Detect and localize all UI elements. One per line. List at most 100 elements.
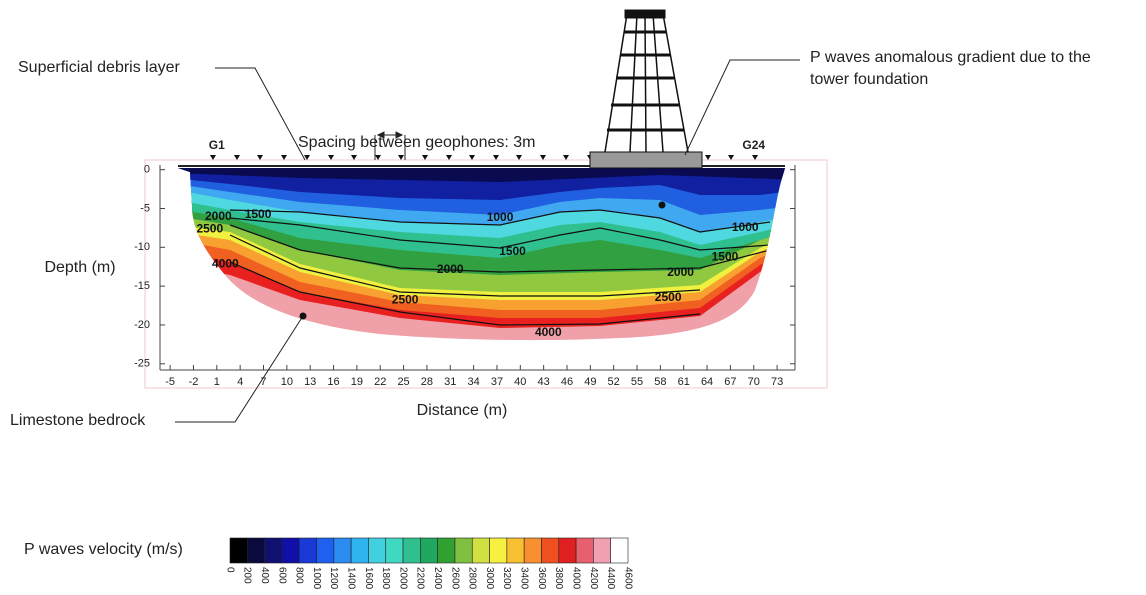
colorbar-cell [385, 537, 404, 564]
colorbar-tick-label: 4400 [605, 567, 616, 590]
contour-label: 1000 [487, 210, 514, 224]
colorbar-label: P waves velocity (m/s) [24, 541, 183, 558]
contour-label: 2500 [392, 292, 419, 306]
colorbar-cell [437, 537, 456, 564]
colorbar-cell [229, 537, 248, 564]
x-tick-label: 7 [260, 376, 266, 388]
tower [589, 9, 703, 169]
y-tick-label: -10 [134, 241, 150, 253]
annotation: Spacing between geophones: 3m [298, 134, 536, 151]
x-tick-label: 22 [374, 376, 386, 388]
x-tick-label: 70 [748, 376, 760, 388]
colorbar-cell [506, 537, 525, 564]
x-tick-label: 61 [678, 376, 690, 388]
colorbar-cell [420, 537, 438, 564]
x-tick-label: -5 [165, 376, 175, 388]
colorbar-tick-label: 2000 [397, 567, 408, 590]
x-tick-label: 13 [304, 376, 316, 388]
contour-label: 1500 [499, 244, 526, 258]
colorbar-tick-label: 3600 [536, 567, 547, 590]
colorbar-cell [368, 537, 387, 564]
colorbar-cell [350, 537, 369, 564]
contour-label: 1500 [712, 250, 739, 264]
x-tick-label: 34 [467, 376, 479, 388]
contour-label: 1500 [245, 207, 272, 221]
x-tick-label: 40 [514, 376, 526, 388]
colorbar-cell [247, 537, 265, 564]
y-tick-label: -15 [134, 280, 150, 292]
leaders [175, 59, 800, 423]
y-tick-label: 0 [144, 164, 150, 176]
colorbar-cell [316, 537, 335, 564]
x-tick-label: 73 [771, 376, 783, 388]
colorbar-tick-label: 2200 [415, 567, 426, 590]
contour-label: 4000 [535, 325, 562, 339]
tomogram [178, 168, 785, 341]
x-tick-label: 64 [701, 376, 713, 388]
colorbar-tick-label: 4000 [570, 567, 581, 590]
x-tick-label: -2 [189, 376, 199, 388]
marker-dot [299, 312, 307, 320]
colorbar-tick-label: 2400 [432, 567, 443, 590]
colorbar-cell [264, 537, 283, 564]
colorbar-cell [558, 537, 577, 564]
x-tick-label: 52 [608, 376, 620, 388]
colorbar-cell [298, 537, 317, 564]
x-tick-label: 4 [237, 376, 243, 388]
colorbar-tick-label: 1000 [311, 567, 322, 590]
x-tick-label: 10 [281, 376, 293, 388]
y-axis-label: Depth (m) [44, 259, 115, 276]
contour-label: 1000 [732, 220, 759, 234]
colorbar-cell [575, 537, 594, 564]
colorbar-cell [454, 537, 473, 564]
x-tick-label: 55 [631, 376, 643, 388]
colorbar-tick-label: 3000 [484, 567, 495, 590]
y-tick-label: -25 [134, 358, 150, 370]
colorbar-tick-label: 0 [224, 567, 235, 573]
colorbar-tick-label: 800 [294, 567, 305, 584]
marker-dot [658, 201, 666, 209]
colorbar-tick-label: 1400 [345, 567, 356, 590]
contour-label: 4000 [212, 257, 239, 271]
x-tick-label: 37 [491, 376, 503, 388]
annotation: tower foundation [810, 71, 928, 88]
colorbar-tick-label: 400 [259, 567, 270, 584]
colorbar-tick-label: 3400 [519, 567, 530, 590]
colorbar-cell [402, 537, 421, 564]
geophone-label: G24 [742, 138, 765, 152]
colorbar-cell [281, 537, 300, 564]
x-tick-label: 1 [214, 376, 220, 388]
x-tick-label: 49 [584, 376, 596, 388]
x-tick-label: 28 [421, 376, 433, 388]
y-tick-label: -20 [134, 319, 150, 331]
geophone-label: G1 [209, 138, 225, 152]
colorbar-tick-label: 1200 [328, 567, 339, 590]
x-tick-label: 16 [327, 376, 339, 388]
colorbar-cell [333, 537, 352, 564]
annotation: Superficial debris layer [18, 59, 181, 76]
colorbar-cell [610, 537, 629, 564]
y-tick-label: -5 [140, 202, 150, 214]
colorbar-cell [471, 537, 490, 564]
x-tick-label: 25 [397, 376, 409, 388]
annotation: Limestone bedrock [10, 412, 146, 429]
colorbar-cell [593, 537, 611, 564]
contour-label: 2500 [196, 222, 223, 236]
colorbar-cell [523, 537, 542, 564]
colorbar-cell [541, 537, 560, 564]
contour-label: 2000 [667, 265, 694, 279]
colorbar-tick-label: 1800 [380, 567, 391, 590]
contour-label: 2000 [205, 209, 232, 223]
colorbar-cell [489, 537, 508, 564]
x-axis-label: Distance (m) [417, 402, 508, 419]
colorbar-tick-label: 1600 [363, 567, 374, 590]
contour-label: 2000 [437, 262, 464, 276]
frame [144, 159, 828, 389]
colorbar-tick-label: 200 [242, 567, 253, 584]
x-tick-label: 19 [351, 376, 363, 388]
colorbar-tick-label: 2600 [449, 567, 460, 590]
x-tick-label: 58 [654, 376, 666, 388]
x-tick-label: 43 [538, 376, 550, 388]
colorbar-tick-label: 2800 [467, 567, 478, 590]
